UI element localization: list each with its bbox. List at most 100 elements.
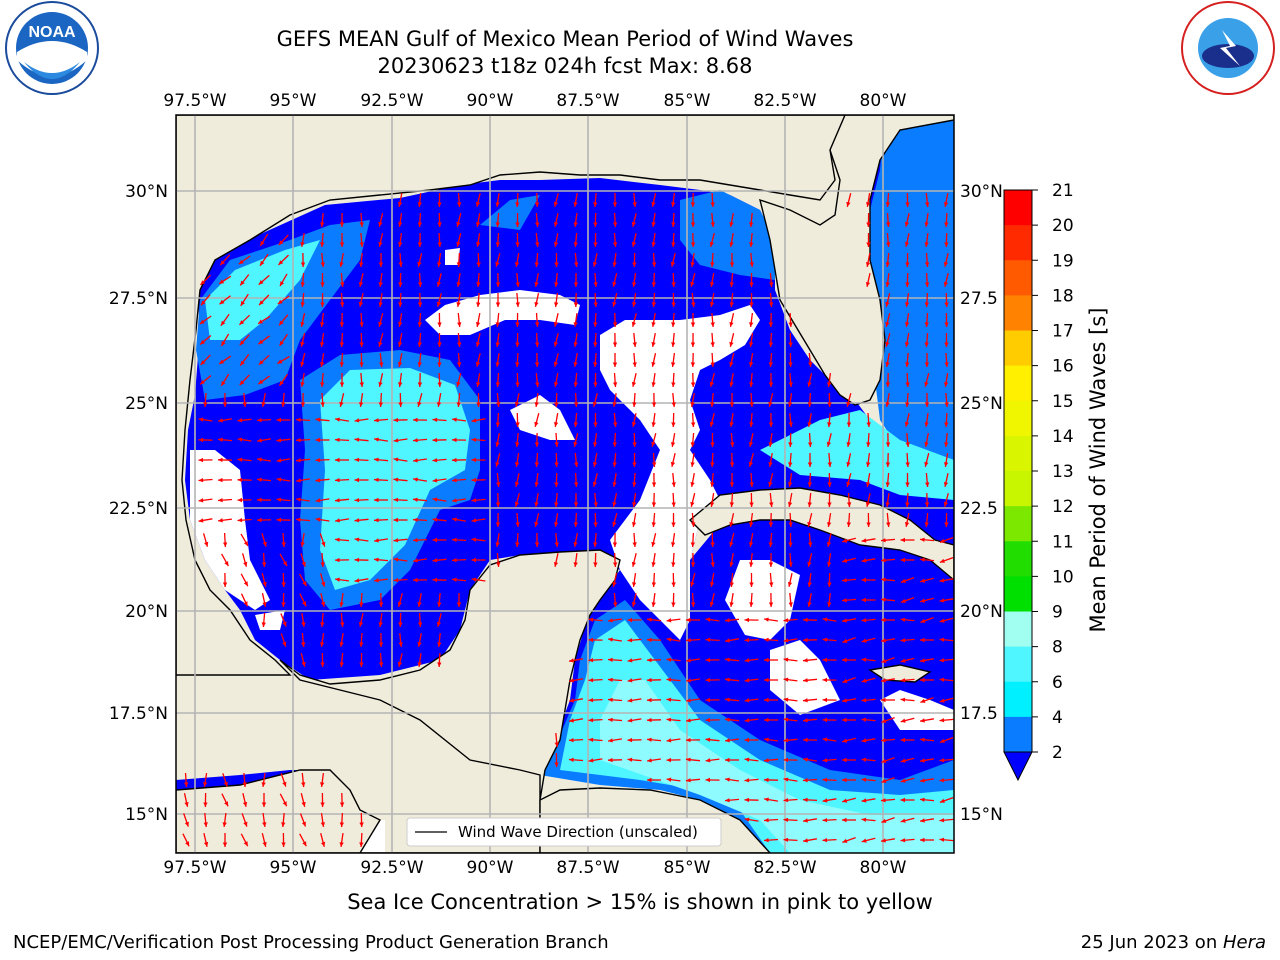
- wave-arrow-head: [651, 482, 657, 487]
- wave-arrow-head: [827, 502, 832, 507]
- wave-arrow-head: [257, 457, 262, 462]
- wave-arrow-head: [574, 402, 579, 407]
- wave-arrow-head: [861, 838, 867, 843]
- wave-arrow-head: [842, 698, 847, 703]
- wave-arrow-head: [321, 841, 326, 847]
- wave-arrow-head: [861, 738, 867, 743]
- wave-arrow-head: [495, 382, 500, 387]
- wave-arrow-head: [886, 522, 891, 527]
- wave-arrow-head: [198, 518, 204, 523]
- wave-arrow-head: [593, 282, 598, 287]
- lon-tick: 80°W: [860, 91, 907, 111]
- title-line-1: GEFS MEAN Gulf of Mexico Mean Period of …: [276, 27, 854, 51]
- wave-arrow-head: [885, 341, 890, 347]
- wave-arrow-head: [748, 442, 754, 447]
- wave-arrow-head: [788, 442, 793, 447]
- wave-arrow-head: [417, 302, 423, 307]
- wave-arrow-head: [729, 482, 735, 487]
- wave-arrow-head: [301, 622, 306, 627]
- wave-arrow-head: [471, 498, 477, 503]
- wave-arrow-head: [666, 738, 672, 743]
- wave-arrow-head: [925, 202, 930, 207]
- wave-arrow-head: [920, 598, 926, 603]
- wave-arrow-head: [495, 362, 500, 367]
- wave-arrow-head: [471, 457, 476, 463]
- lat-tick: 27.5: [960, 289, 998, 309]
- wave-arrow-head: [534, 482, 539, 487]
- wave-arrow-head: [200, 280, 206, 285]
- wave-arrow-head: [393, 477, 399, 482]
- wave-arrow-head: [900, 678, 906, 683]
- wave-arrow-head: [612, 442, 617, 447]
- colorbar-label: 10: [1052, 567, 1074, 587]
- wave-arrow-head: [783, 777, 789, 782]
- wave-arrow-head: [920, 658, 925, 663]
- wave-arrow-head: [276, 458, 282, 463]
- wave-arrow-head: [768, 522, 774, 527]
- wave-arrow-head: [827, 382, 832, 387]
- wave-arrow-head: [651, 522, 656, 527]
- wave-arrow-head: [515, 302, 520, 307]
- wave-arrow-head: [690, 262, 695, 267]
- wave-arrow-head: [690, 382, 696, 387]
- wave-arrow-head: [534, 202, 540, 207]
- wave-arrow-head: [301, 782, 306, 787]
- wave-arrow-head: [593, 302, 598, 307]
- wave-arrow-head: [198, 478, 204, 483]
- wave-arrow-head: [554, 742, 559, 747]
- wave-arrow-head: [339, 842, 344, 847]
- wave-arrow-head: [573, 382, 578, 387]
- wave-arrow-head: [729, 602, 734, 607]
- wave-arrow-head: [807, 402, 812, 407]
- wave-arrow-head: [515, 202, 520, 207]
- wave-arrow-head: [822, 617, 828, 622]
- wave-arrow-head: [534, 362, 540, 367]
- wave-arrow-head: [651, 362, 656, 367]
- wave-arrow-head: [320, 342, 325, 347]
- lat-ticks-left: 30°N 27.5°N 25°N 22.5°N 20°N 17.5°N 15°N: [109, 182, 168, 825]
- wave-arrow-head: [627, 737, 633, 743]
- wave-arrow-head: [690, 222, 696, 227]
- wave-arrow-head: [200, 300, 206, 306]
- wave-arrow-head: [803, 617, 808, 623]
- wave-arrow-head: [788, 462, 793, 467]
- wave-arrow-head: [881, 617, 886, 623]
- wave-arrow-head: [939, 538, 945, 543]
- wave-arrow-head: [198, 437, 204, 443]
- wave-arrow-head: [842, 777, 847, 783]
- wave-arrow-head: [471, 557, 476, 563]
- wave-arrow-head: [223, 542, 228, 547]
- wave-arrow-head: [710, 262, 715, 267]
- wave-arrow-head: [553, 562, 559, 567]
- wave-arrow-head: [239, 340, 245, 346]
- wave-arrow-head: [358, 301, 364, 307]
- wave-arrow-head: [203, 841, 209, 847]
- wave-arrow-head: [573, 342, 578, 347]
- wave-arrow-head: [900, 758, 906, 763]
- wave-arrow-head: [612, 262, 617, 267]
- wave-arrow-head: [593, 442, 598, 447]
- wave-arrow-head: [301, 642, 306, 647]
- wave-arrow-head: [725, 697, 730, 702]
- wave-arrow-head: [374, 497, 379, 503]
- wave-arrow-head: [744, 797, 750, 803]
- colorbar-band: [1004, 681, 1032, 718]
- wave-arrow-head: [881, 658, 887, 663]
- lon-tick: 80°W: [860, 858, 907, 878]
- wave-arrow-head: [904, 421, 910, 427]
- wave-arrow-head: [277, 299, 283, 304]
- colorbar-band: [1004, 365, 1032, 402]
- wave-arrow-head: [257, 517, 262, 523]
- wave-arrow-head: [237, 418, 243, 423]
- wave-arrow-head: [686, 698, 691, 703]
- wave-arrow-head: [944, 342, 949, 347]
- wave-arrow-head: [924, 461, 929, 467]
- wave-arrow-head: [885, 301, 890, 307]
- wave-arrow-head: [905, 442, 910, 447]
- wave-arrow-head: [803, 797, 808, 802]
- wave-arrow-head: [803, 838, 808, 843]
- wave-arrow-head: [456, 262, 461, 267]
- wave-arrow-head: [296, 497, 301, 502]
- wave-arrow-head: [709, 582, 715, 587]
- wave-arrow-head: [729, 361, 734, 367]
